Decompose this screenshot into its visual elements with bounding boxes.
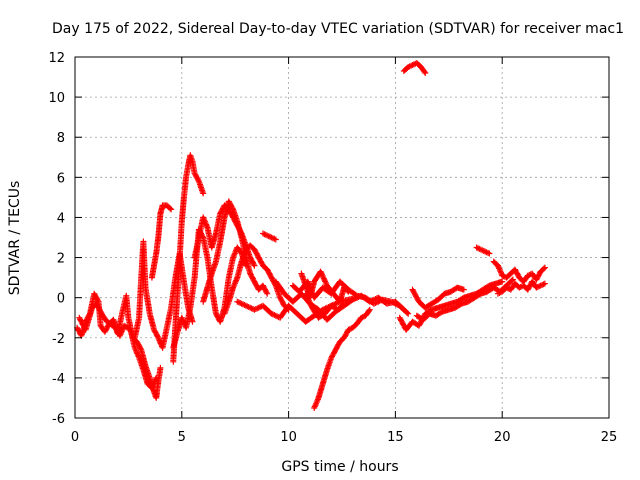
series-s2 [76,300,160,391]
x-axis-label: GPS time / hours [281,459,398,475]
series-markers [494,278,548,297]
series-s21 [473,244,493,257]
x-tick-label: 0 [71,430,79,445]
y-tick-label: -6 [52,412,65,427]
y-tick-label: 4 [57,211,65,226]
y-tick-label: -2 [52,332,65,347]
series-markers [409,284,467,311]
series-markers [200,198,271,305]
series-s22 [490,258,548,285]
y-tick-label: 8 [57,131,65,146]
chart-title: Day 175 of 2022, Sidereal Day-to-day VTE… [52,21,624,37]
y-tick-label: 6 [57,171,65,186]
series-markers [76,300,160,391]
x-tick-label: 20 [494,430,511,445]
y-tick-label: 10 [48,91,65,106]
data-points [74,60,548,411]
series-s23 [494,278,548,297]
series-s4 [148,202,175,281]
series-markers [302,290,348,321]
y-tick-label: 12 [48,51,65,66]
y-tick-label: -4 [52,372,65,387]
ticks: 0 5 10 15 20 25 -6 -4 -2 0 2 4 6 8 10 12 [48,51,617,445]
series-markers [311,306,373,411]
series-markers [473,244,493,257]
x-tick-label: 5 [178,430,186,445]
x-tick-label: 15 [387,430,404,445]
series-s16 [311,306,373,411]
series-markers [260,230,279,243]
x-tick-label: 10 [280,430,297,445]
plot-frame [74,56,610,419]
x-tick-label: 25 [601,430,618,445]
series-s8 [200,198,271,305]
series-s10 [260,230,279,243]
series-markers [400,60,429,76]
series-markers [490,258,548,285]
series-s15 [302,290,348,321]
series-s17 [400,60,429,76]
y-axis-label: SDTVAR / TECUs [7,181,23,296]
series-markers [148,202,175,281]
y-tick-label: 0 [57,292,65,307]
series-s19 [409,284,467,311]
y-tick-label: 2 [57,252,65,267]
